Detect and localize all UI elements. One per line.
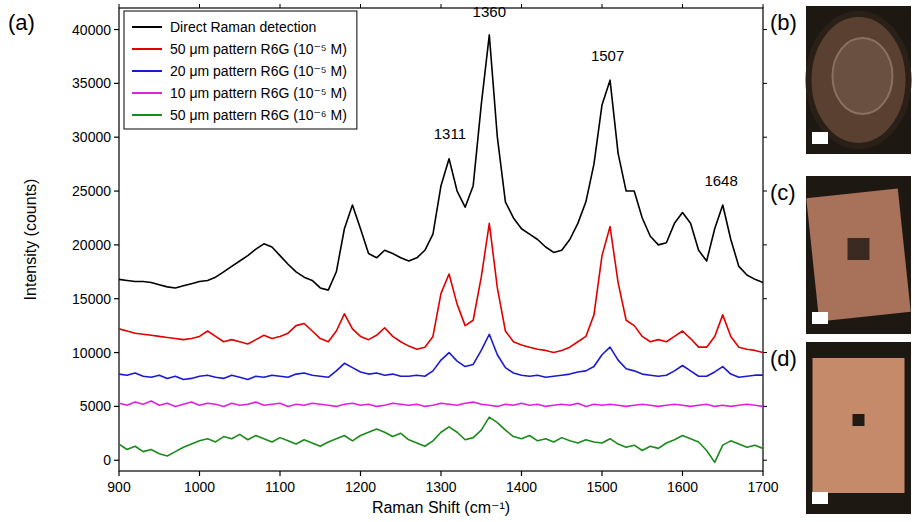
- x-tick-label: 1500: [586, 479, 617, 495]
- y-tick-right: [763, 460, 767, 461]
- peak-label: 1311: [434, 125, 466, 142]
- y-tick: [114, 137, 119, 138]
- y-tick: [114, 460, 119, 461]
- y-tick: [114, 406, 119, 407]
- x-tick: [279, 471, 280, 476]
- x-tick-top: [360, 4, 361, 8]
- photo-background: [806, 6, 911, 154]
- y-tick: [114, 352, 119, 353]
- y-axis-title: Intensity (counts): [22, 179, 39, 301]
- y-tick-label: 35000: [72, 75, 111, 91]
- plot-frame: [119, 8, 763, 471]
- legend-swatch: [132, 92, 162, 94]
- y-tick: [114, 190, 119, 191]
- x-tick: [199, 471, 200, 476]
- x-tick-label: 900: [107, 479, 131, 495]
- spectrum-line: [119, 401, 763, 406]
- legend: Direct Raman detection 50 μm pattern R6G …: [124, 11, 357, 129]
- photo-background: [806, 342, 911, 514]
- panel-label: (c): [770, 180, 796, 205]
- x-tick-label: 1600: [667, 479, 698, 495]
- y-tick-right: [763, 83, 767, 84]
- y-tick-label: 10000: [72, 345, 111, 361]
- photo-pattern: [848, 238, 870, 260]
- y-tick-label: 15000: [72, 291, 111, 307]
- spectrum-line: [119, 417, 763, 462]
- x-tick-top: [602, 4, 603, 8]
- figure: 0 5000 10000 15000 20000 25000 30000 35000 40000…: [0, 0, 915, 522]
- x-tick-top: [763, 4, 764, 8]
- legend-label: 50 μm pattern R6G (10⁻⁵ M): [170, 41, 347, 57]
- x-tick-top: [682, 4, 683, 8]
- legend-swatch: [132, 48, 162, 50]
- photo-substrate: [813, 358, 905, 493]
- photo-pattern: [833, 38, 893, 114]
- y-tick-right: [763, 244, 767, 245]
- photo-substrate: [809, 14, 909, 146]
- peak-label: 1507: [591, 47, 624, 64]
- y-tick-label: 40000: [72, 22, 111, 38]
- y-tick-right: [763, 137, 767, 138]
- panel-label: (b): [770, 10, 797, 35]
- y-tick-label: 0: [103, 452, 111, 468]
- x-tick: [360, 471, 361, 476]
- peak-label: 1648: [704, 172, 737, 189]
- legend-label: Direct Raman detection: [170, 19, 316, 35]
- y-tick-right: [763, 29, 767, 30]
- legend-label: 10 μm pattern R6G (10⁻⁵ M): [170, 85, 347, 101]
- legend-label: 20 μm pattern R6G (10⁻⁵ M): [170, 63, 347, 79]
- y-tick-right: [763, 298, 767, 299]
- x-tick-label: 1300: [425, 479, 456, 495]
- legend-swatch: [132, 114, 162, 116]
- x-tick: [601, 471, 602, 476]
- y-tick-right: [763, 191, 767, 192]
- y-tick-right: [763, 406, 767, 407]
- x-tick-top: [280, 4, 281, 8]
- x-tick: [440, 471, 441, 476]
- y-tick: [114, 298, 119, 299]
- x-axis-title: Raman Shift (cm⁻¹): [372, 499, 510, 516]
- spectrum-line: [119, 35, 763, 290]
- scale-bar: [812, 312, 828, 324]
- legend-swatch: [132, 26, 162, 28]
- y-tick: [114, 244, 119, 245]
- photo-background: [806, 176, 911, 334]
- plot-area: [119, 35, 763, 462]
- scale-bar: [812, 492, 828, 504]
- x-tick-label: 1000: [184, 479, 215, 495]
- x-tick-label: 1700: [747, 479, 778, 495]
- y-tick-label: 5000: [80, 398, 111, 414]
- x-tick: [762, 471, 763, 476]
- peak-label: 1360: [473, 3, 506, 20]
- x-tick: [118, 471, 119, 476]
- photo-pattern: [853, 414, 865, 426]
- spectrum-line: [119, 334, 763, 379]
- legend-swatch: [132, 70, 162, 72]
- x-tick-top: [119, 4, 120, 8]
- y-tick-label: 30000: [72, 129, 111, 145]
- x-tick: [521, 471, 522, 476]
- y-tick-label: 20000: [72, 237, 111, 253]
- legend-box: [124, 11, 357, 129]
- legend-label: 50 μm pattern R6G (10⁻⁶ M): [170, 107, 347, 123]
- x-tick-label: 1200: [345, 479, 376, 495]
- x-tick-label: 1400: [506, 479, 537, 495]
- x-tick: [682, 471, 683, 476]
- y-tick-label: 25000: [72, 183, 111, 199]
- scale-bar: [812, 132, 828, 144]
- x-tick-top: [441, 4, 442, 8]
- y-tick: [114, 29, 119, 30]
- panel-label: (a): [8, 10, 35, 35]
- y-tick-right: [763, 352, 767, 353]
- panel-label: (d): [770, 346, 797, 371]
- x-tick-top: [521, 4, 522, 8]
- spectrum-line: [119, 223, 763, 352]
- y-tick: [114, 83, 119, 84]
- x-tick-label: 1100: [265, 479, 295, 495]
- x-tick-top: [199, 4, 200, 8]
- photo-substrate: [806, 189, 910, 322]
